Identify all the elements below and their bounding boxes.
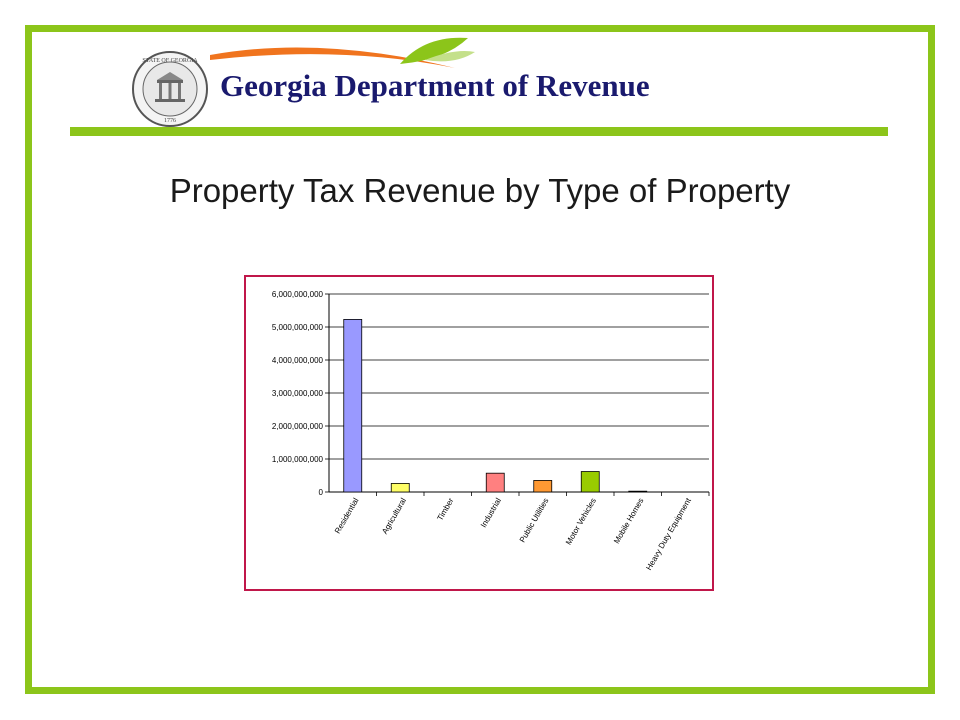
seal-text: STATE OF GEORGIA	[142, 58, 198, 64]
org-title: Georgia Department of Revenue	[220, 68, 650, 103]
leaf-swoosh-icon	[210, 37, 475, 68]
chart-container: 0 1,000,000,000 2,000,000,000 3,000,000,000…	[244, 275, 714, 591]
x-tick-label: Timber	[435, 496, 455, 522]
bar	[390, 483, 410, 493]
bar-chart: 0 1,000,000,000 2,000,000,000 3,000,000,000…	[272, 290, 710, 572]
x-tick-label: Mobile Homes	[612, 497, 645, 546]
slide-title: Property Tax Revenue by Type of Property	[169, 172, 791, 209]
bar	[485, 472, 505, 493]
bar	[580, 471, 600, 493]
y-tick-label: 2,000,000,000	[272, 422, 324, 431]
x-tick-label: Industrial	[479, 496, 503, 529]
y-tick-label: 4,000,000,000	[272, 356, 324, 365]
y-tick-label: 6,000,000,000	[272, 290, 324, 299]
x-tick-label: Public Utilities	[518, 497, 551, 545]
georgia-seal-icon: STATE OF GEORGIA 1776	[132, 51, 208, 127]
y-tick-label: 0	[319, 488, 324, 497]
bar	[343, 319, 363, 493]
y-tick-label: 5,000,000,000	[272, 323, 324, 332]
x-tick-label: Heavy Duty Equipment	[644, 496, 693, 572]
y-tick-label: 3,000,000,000	[272, 389, 324, 398]
x-tick-label: Agricultural	[380, 496, 408, 535]
y-tick-label: 1,000,000,000	[272, 455, 324, 464]
bar	[533, 480, 553, 493]
bar	[628, 490, 648, 493]
seal-year: 1776	[164, 118, 176, 124]
header-divider	[70, 127, 888, 136]
x-tick-label: Residential	[333, 496, 361, 535]
x-tick-label: Motor Vehicles	[564, 497, 598, 547]
